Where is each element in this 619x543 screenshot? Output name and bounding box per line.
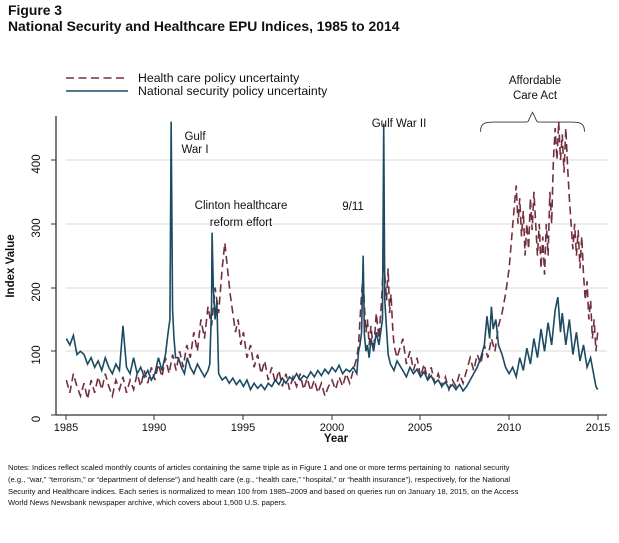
svg-text:Gulf: Gulf xyxy=(184,131,206,143)
svg-text:War I: War I xyxy=(181,144,208,156)
svg-text:Index Value: Index Value xyxy=(5,234,17,297)
svg-text:400: 400 xyxy=(31,154,43,173)
svg-text:1985: 1985 xyxy=(54,422,78,434)
svg-text:2015: 2015 xyxy=(586,422,610,434)
svg-text:1995: 1995 xyxy=(231,422,255,434)
svg-text:Health care policy uncertainty: Health care policy uncertainty xyxy=(138,71,300,85)
svg-text:Year: Year xyxy=(324,433,349,445)
svg-text:200: 200 xyxy=(31,282,43,301)
svg-text:0: 0 xyxy=(31,416,43,422)
svg-text:Clinton healthcare: Clinton healthcare xyxy=(195,200,288,212)
svg-text:Care Act: Care Act xyxy=(513,90,558,102)
svg-text:Gulf War II: Gulf War II xyxy=(372,118,427,130)
svg-text:reform effort: reform effort xyxy=(210,217,273,229)
svg-text:100: 100 xyxy=(31,345,43,364)
svg-text:2005: 2005 xyxy=(408,422,432,434)
svg-text:2010: 2010 xyxy=(497,422,521,434)
svg-text:Affordable: Affordable xyxy=(509,75,561,87)
svg-text:National security policy uncer: National security policy uncertainty xyxy=(138,84,328,98)
svg-text:9/11: 9/11 xyxy=(342,201,364,213)
svg-text:300: 300 xyxy=(31,218,43,237)
svg-text:1990: 1990 xyxy=(142,422,166,434)
